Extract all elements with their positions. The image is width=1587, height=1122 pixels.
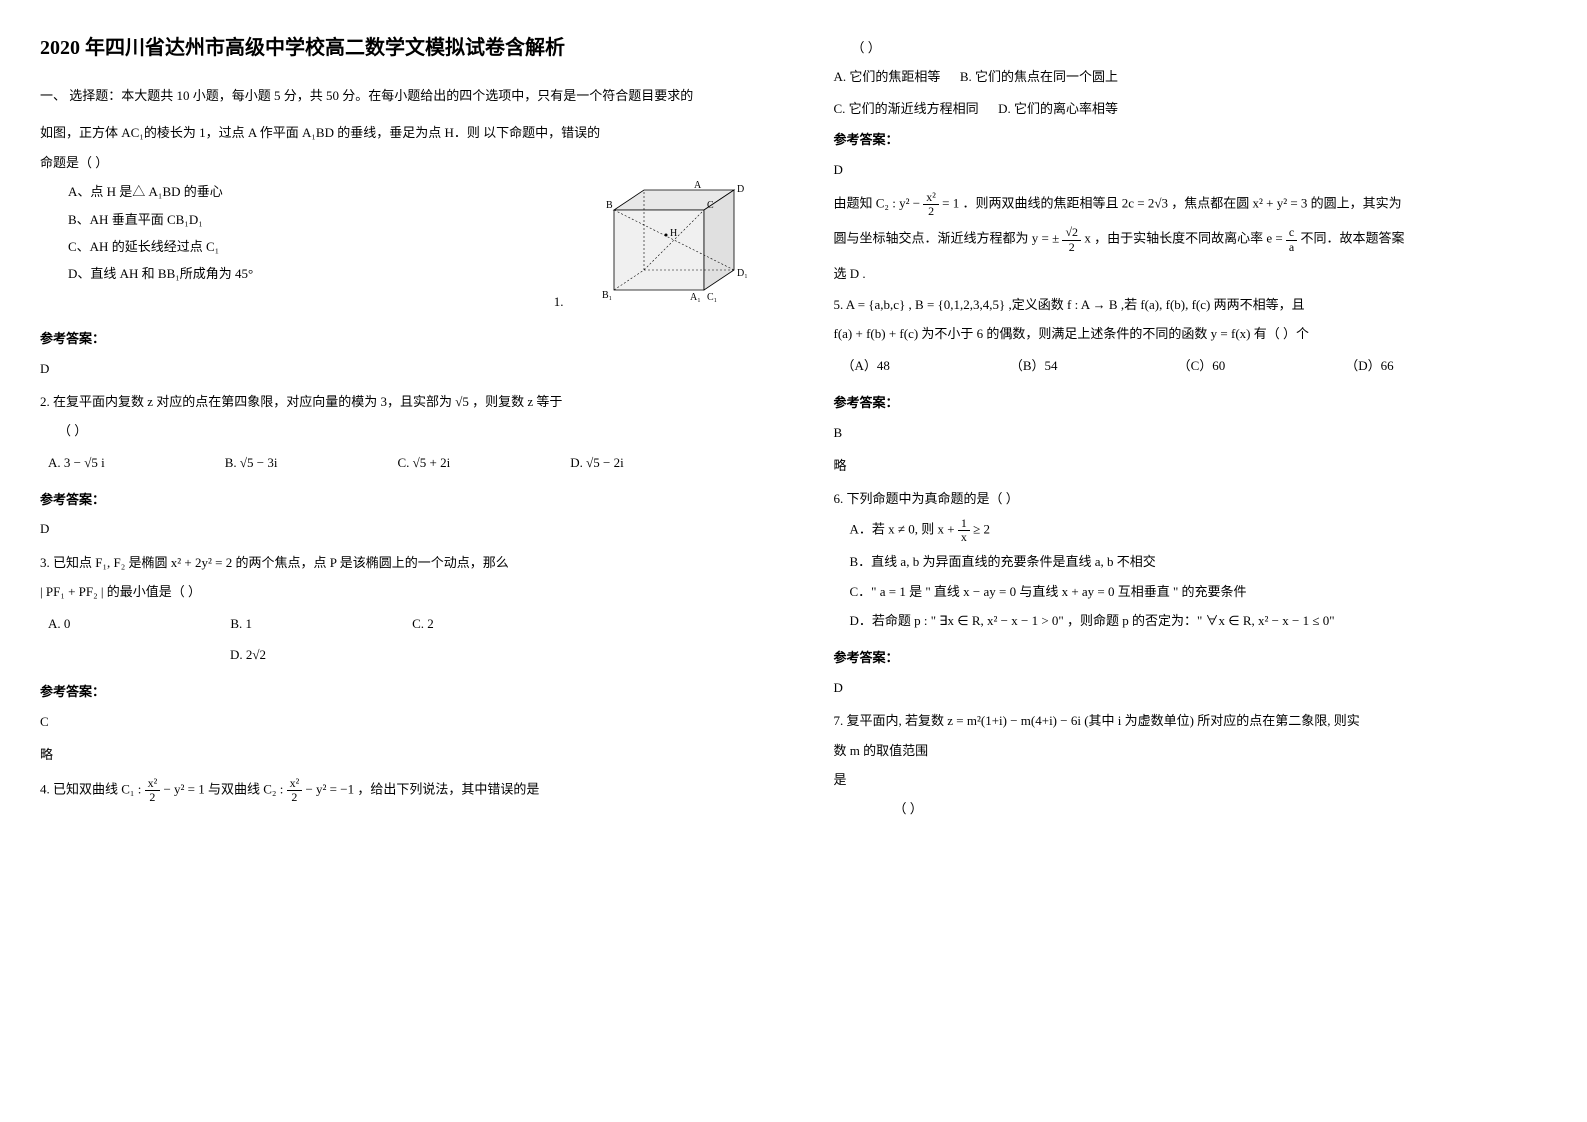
svg-text:C: C	[707, 200, 714, 211]
svg-text:B₁: B₁	[602, 290, 612, 301]
page-title: 2020 年四川省达州市高级中学校高二数学文模拟试卷含解析	[40, 30, 754, 66]
p2-opt-d: D. √5 − 2i	[570, 451, 623, 474]
svg-text:H: H	[670, 228, 677, 239]
p4-mid: 与双曲线 C₂ :	[208, 781, 283, 796]
p2-paren: （ ）	[58, 419, 754, 442]
svg-text:B: B	[606, 200, 613, 211]
svg-text:D: D	[737, 184, 744, 195]
p4b-expl-d: x ，由于实轴长度不同故离心率 e =	[1084, 231, 1286, 246]
p1-answer: D	[40, 357, 754, 380]
p7-text-c: 是	[834, 768, 1548, 791]
problem-3: 3. 已知点 F₁, F₂ 是椭圆 x² + 2y² = 2 的两个焦点，点 P…	[40, 551, 754, 667]
p3-text-a: 3. 已知点 F₁, F₂ 是椭圆 x² + 2y² = 2 的两个焦点，点 P…	[40, 551, 754, 574]
p3-opt-c: C. 2	[412, 612, 434, 635]
p4-tail: ，给出下列说法，其中错误的是	[357, 781, 539, 796]
p3-text-b: | PF₁ + PF₂ | 的最小值是（ ）	[40, 580, 754, 603]
svg-text:D₁: D₁	[737, 268, 748, 279]
p7-paren: （ ）	[894, 797, 1548, 820]
p6-opt-c: C．" a = 1 是 " 直线 x − ay = 0 与直线 x + ay =…	[834, 580, 1548, 603]
p4b-expl-c: 圆与坐标轴交点．渐近线方程都为 y = ±	[834, 231, 1063, 246]
p6-answer: D	[834, 676, 1548, 699]
answer-label: 参考答案：	[834, 128, 1548, 151]
p5-text-b: f(a) + f(b) + f(c) 为不小于 6 的偶数，则满足上述条件的不同…	[834, 322, 1548, 345]
p5-answer: B	[834, 421, 1548, 444]
problem-2: 2. 在复平面内复数 z 对应的点在第四象限，对应向量的模为 3，且实部为 √5…	[40, 390, 754, 474]
p6-opta-b: x ≠ 0, 则 x +	[888, 522, 958, 537]
p5-opt-c: （C）60	[1178, 354, 1226, 377]
answer-label: 参考答案：	[834, 646, 1548, 669]
p6-opta-a: A．若	[850, 522, 885, 537]
frac-c-a: ca	[1286, 226, 1297, 253]
p4b-answer: D	[834, 158, 1548, 181]
problem-7: 7. 复平面内, 若复数 z = m²(1+i) − m(4+i) − 6i (…	[834, 709, 1548, 821]
p3-opt-a: A. 0	[48, 612, 70, 635]
p5-text-a: 5. A = {a,b,c} , B = {0,1,2,3,4,5} ,定义函数…	[834, 293, 1548, 316]
frac-x2-2c: x²2	[923, 191, 939, 218]
p4-eq2c: − y² = −1	[305, 781, 357, 796]
frac-x2-2b: x²2	[287, 777, 303, 804]
p4b-expl-2: 圆与坐标轴交点．渐近线方程都为 y = ± √22 x ，由于实轴长度不同故离心…	[834, 226, 1548, 253]
p6-opt-a: A．若 x ≠ 0, 则 x + 1x ≥ 2	[834, 517, 1548, 544]
p4-text: 4. 已知双曲线 C₁ : x²2 − y² = 1 与双曲线 C₂ : x²2…	[40, 777, 754, 804]
p6-opt-b: B．直线 a, b 为异面直线的充要条件是直线 a, b 不相交	[834, 550, 1548, 573]
p3-answer: C	[40, 710, 754, 733]
answer-label: 参考答案：	[40, 488, 754, 511]
answer-label: 参考答案：	[834, 391, 1548, 414]
p7-text-a: 7. 复平面内, 若复数 z = m²(1+i) − m(4+i) − 6i (…	[834, 709, 1548, 732]
frac-x2-2a: x²2	[145, 777, 161, 804]
p2-answer: D	[40, 517, 754, 540]
p2-text: 2. 在复平面内复数 z 对应的点在第四象限，对应向量的模为 3，且实部为 √5…	[40, 390, 754, 413]
frac-sqrt2-2: √22	[1062, 226, 1081, 253]
p4b-opt-a: A. 它们的焦距相等	[834, 69, 941, 84]
problem-4: 4. 已知双曲线 C₁ : x²2 − y² = 1 与双曲线 C₂ : x²2…	[40, 777, 754, 804]
p3-opt-d: D. 2√2	[40, 643, 754, 666]
section-intro: 一、 选择题：本大题共 10 小题，每小题 5 分，共 50 分。在每小题给出的…	[40, 84, 754, 107]
p1-text2: 命题是（ ）	[40, 151, 754, 174]
p6-opta-c: ≥ 2	[973, 522, 990, 537]
p2-opt-a: A. 3 − √5 i	[48, 451, 105, 474]
p4b-expl-3: 选 D .	[834, 262, 1548, 285]
frac-1-x: 1x	[958, 517, 970, 544]
p5-opt-a: （A）48	[842, 354, 890, 377]
p3-note: 略	[40, 743, 754, 766]
p7-text-b: 数 m 的取值范围	[834, 739, 1548, 762]
problem-5: 5. A = {a,b,c} , B = {0,1,2,3,4,5} ,定义函数…	[834, 293, 1548, 377]
svg-text:A₁: A₁	[690, 292, 701, 303]
p1-number: 1.	[554, 290, 564, 313]
p4b-expl-a: 由题知 C₂ : y² −	[834, 196, 924, 211]
p2-opt-c: C. √5 + 2i	[397, 451, 450, 474]
svg-text:C₁: C₁	[707, 292, 717, 303]
p4b-opt-d: D. 它们的离心率相等	[998, 101, 1118, 116]
problem-6: 6. 下列命题中为真命题的是（ ） A．若 x ≠ 0, 则 x + 1x ≥ …	[834, 487, 1548, 632]
p4b-expl-1: 由题知 C₂ : y² − x²2 = 1 ．则两双曲线的焦距相等且 2c = …	[834, 191, 1548, 218]
svg-text:A: A	[694, 180, 702, 191]
p1-text: 如图，正方体 AC₁的棱长为 1，过点 A 作平面 A₁BD 的垂线，垂足为点 …	[40, 121, 754, 144]
p5-opt-b: （B）54	[1010, 354, 1058, 377]
p3-opt-b: B. 1	[230, 612, 252, 635]
p4b-opt-b: B. 它们的焦点在同一个圆上	[960, 69, 1118, 84]
p5-opt-d: （D）66	[1345, 354, 1393, 377]
p5-note: 略	[834, 454, 1548, 477]
p4-text-a: 4. 已知双曲线 C₁ :	[40, 781, 141, 796]
cube-figure: A B C D A₁ B₁ C₁ D₁ H	[594, 180, 754, 310]
p6-text: 6. 下列命题中为真命题的是（ ）	[834, 487, 1548, 510]
p4b-expl-e: 不同．故本题答案	[1301, 231, 1405, 246]
p4-eq1c: − y² = 1	[163, 781, 208, 796]
answer-label: 参考答案：	[40, 680, 754, 703]
p4b-opt-c: C. 它们的渐近线方程相同	[834, 101, 979, 116]
p4b-expl-b: = 1 ．则两双曲线的焦距相等且 2c = 2√3 ，焦点都在圆 x² + y²…	[942, 196, 1402, 211]
p4b-paren: （ ）	[852, 36, 1548, 59]
p6-opt-d: D．若命题 p : " ∃x ∈ R, x² − x − 1 > 0" ，则命题…	[834, 609, 1548, 632]
p2-opt-b: B. √5 − 3i	[225, 451, 278, 474]
problem-1: 如图，正方体 AC₁的棱长为 1，过点 A 作平面 A₁BD 的垂线，垂足为点 …	[40, 121, 754, 313]
answer-label: 参考答案：	[40, 327, 754, 350]
